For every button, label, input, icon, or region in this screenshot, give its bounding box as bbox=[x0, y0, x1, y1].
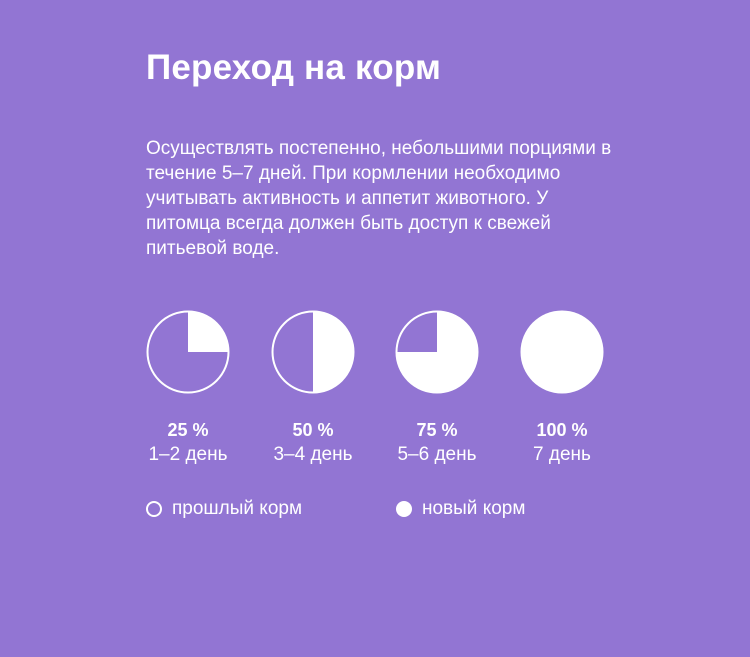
pie-chart-25 bbox=[146, 310, 230, 394]
legend-old-label: прошлый корм bbox=[172, 498, 303, 519]
description-text: Осуществлять постепенно, небольшими порц… bbox=[146, 138, 612, 259]
step-percent: 100 % bbox=[536, 420, 588, 440]
legend-old-food: прошлый корм bbox=[146, 498, 302, 520]
step-4-label: 100 % 7 день bbox=[492, 418, 632, 468]
step-days: 7 день bbox=[533, 444, 591, 465]
pie-chart-50 bbox=[271, 310, 355, 394]
pie-chart-100 bbox=[520, 310, 604, 394]
step-days: 1–2 день bbox=[148, 444, 228, 465]
step-1-label: 25 % 1–2 день bbox=[118, 418, 258, 468]
page-title: Переход на корм bbox=[146, 48, 442, 87]
step-days: 5–6 день bbox=[397, 444, 477, 465]
legend-new-label: новый корм bbox=[422, 498, 526, 519]
step-2-label: 50 % 3–4 день bbox=[243, 418, 383, 468]
step-percent: 75 % bbox=[416, 420, 458, 440]
pie-chart-75 bbox=[395, 310, 479, 394]
step-percent: 50 % bbox=[292, 420, 334, 440]
hollow-circle-icon bbox=[146, 501, 162, 517]
step-days: 3–4 день bbox=[273, 444, 353, 465]
step-percent: 25 % bbox=[167, 420, 209, 440]
legend-new-food: новый корм bbox=[396, 498, 525, 520]
filled-circle-icon bbox=[396, 501, 412, 517]
step-3-label: 75 % 5–6 день bbox=[367, 418, 507, 468]
